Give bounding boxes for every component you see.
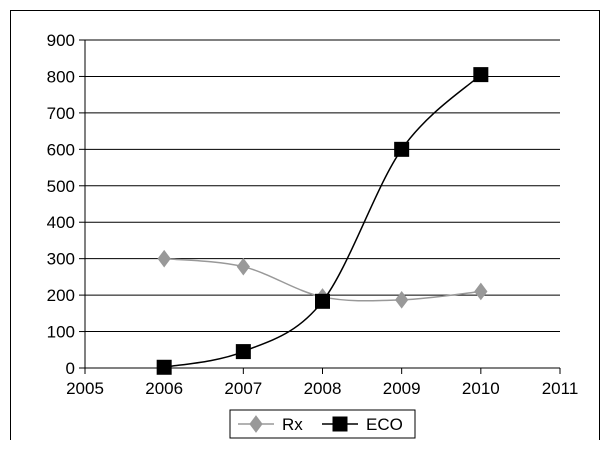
data-point-eco (394, 141, 410, 157)
y-tick-label: 400 (47, 213, 75, 232)
data-point-rx (474, 282, 488, 301)
gridlines (85, 39, 560, 333)
legend: Rx ECO (229, 409, 416, 439)
x-tick-label: 2009 (383, 379, 421, 398)
x-tick-label: 2011 (542, 379, 579, 398)
legend-label-eco: ECO (366, 415, 403, 434)
y-tick-label: 600 (47, 140, 75, 159)
data-point-eco (315, 293, 330, 309)
data-point-eco (156, 359, 172, 375)
x-tick-label: 2008 (304, 379, 342, 398)
axes: 0 100 200 300 400 500 600 700 800 900 2005 2006 2007… (47, 31, 579, 398)
data-point-eco (235, 344, 251, 360)
y-tick-label: 700 (47, 104, 75, 123)
data-point-eco (473, 67, 489, 83)
y-tick-label: 900 (47, 31, 75, 50)
x-tick-label: 2010 (462, 379, 500, 398)
series-line-eco (164, 74, 482, 369)
legend-marker-rx (249, 415, 263, 433)
data-point-rx (157, 249, 171, 268)
y-tick-label: 800 (47, 67, 75, 86)
x-tick-label: 2007 (224, 379, 262, 398)
x-tick-label: 2006 (145, 379, 183, 398)
legend-label-rx: Rx (282, 415, 303, 434)
y-tick-label: 100 (47, 323, 75, 342)
y-tick-label: 0 (66, 359, 75, 378)
x-tick-label: 2005 (66, 379, 104, 398)
y-tick-label: 300 (47, 250, 75, 269)
y-tick-label: 500 (47, 177, 75, 196)
legend-marker-eco (332, 416, 348, 432)
chart-frame (10, 10, 600, 440)
y-tick-label: 200 (47, 286, 75, 305)
data-point-rx (395, 291, 409, 309)
series (156, 67, 489, 375)
data-point-rx (236, 257, 250, 276)
